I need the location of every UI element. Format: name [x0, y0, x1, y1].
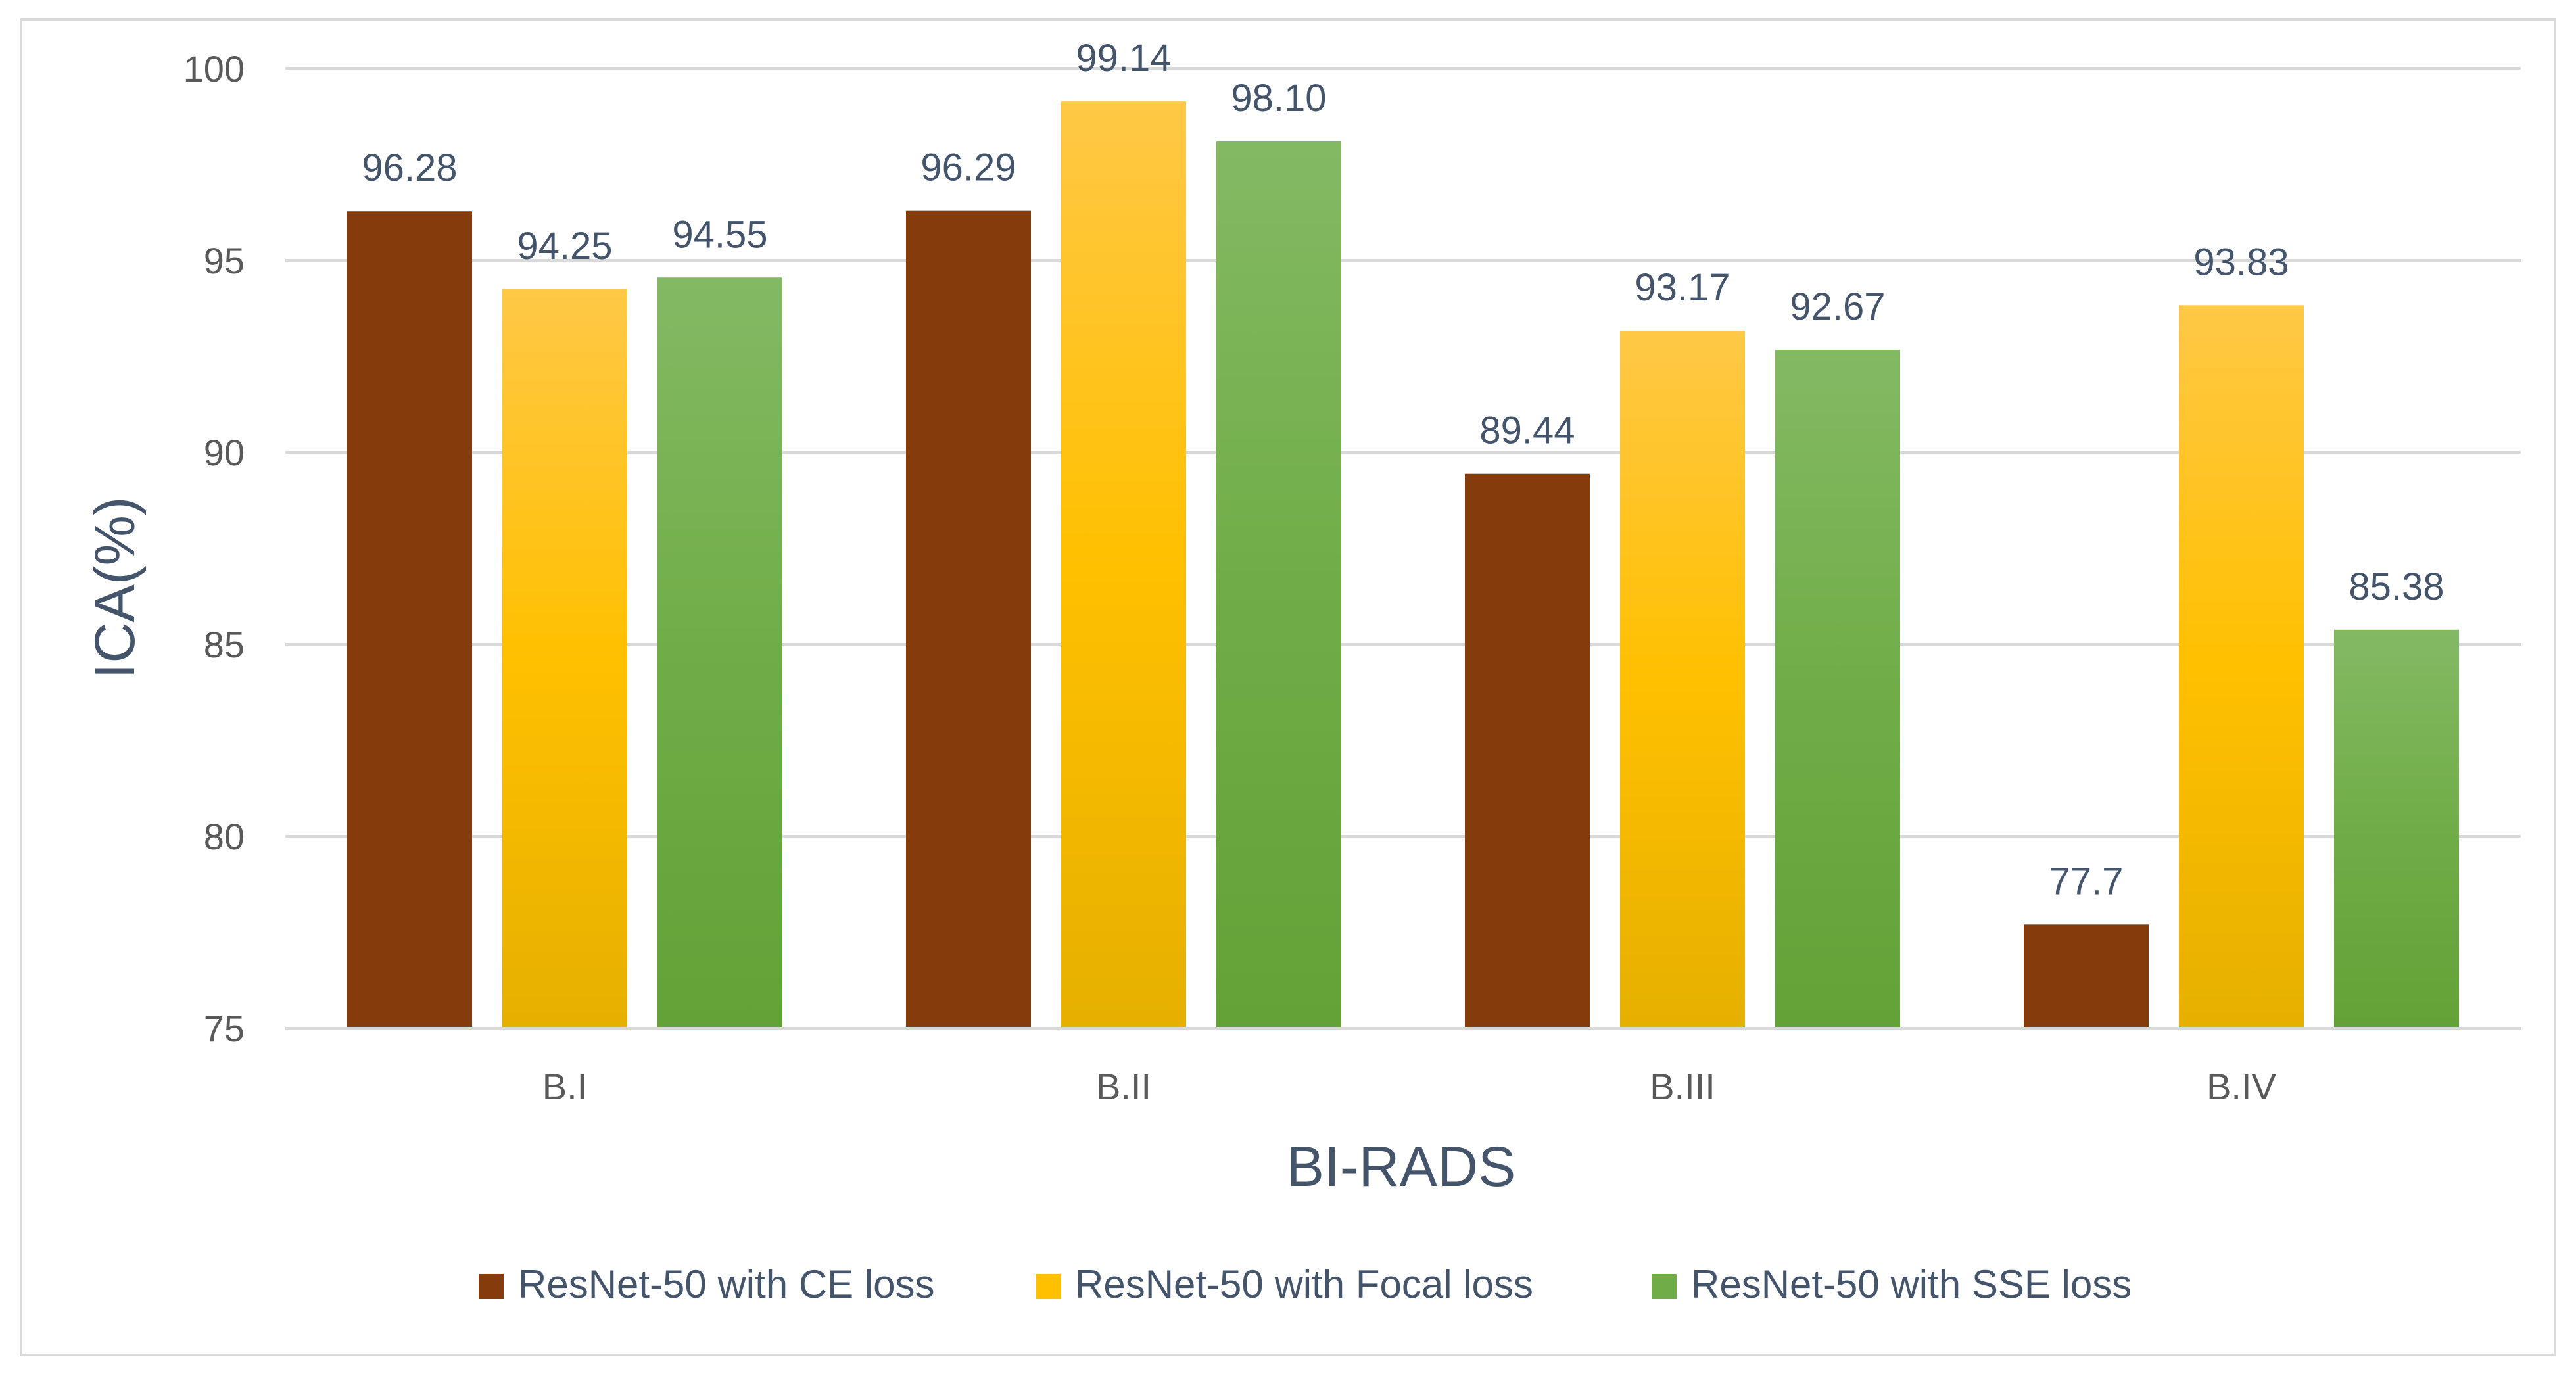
data-label-B.IV-series-3: 85.38 — [2349, 565, 2444, 608]
x-tick-label-B.II: B.II — [1096, 1066, 1151, 1107]
bar-B.I-series-2 — [502, 289, 627, 1028]
legend-label-2: ResNet-50 with Focal loss — [1075, 1262, 1533, 1306]
y-tick-label-75: 75 — [204, 1008, 245, 1049]
y-axis-title: ICA(%) — [83, 496, 147, 678]
legend: ResNet-50 with CE loss ResNet-50 with Foc… — [479, 1262, 2132, 1306]
y-tick-label-85: 85 — [204, 624, 245, 665]
data-labels: 96.28 94.25 94.55 96.29 99.14 98.10 89.44 93.17… — [362, 37, 2444, 903]
x-axis-title: BI-RADS — [1287, 1135, 1516, 1198]
y-tick-label-95: 95 — [204, 240, 245, 281]
data-label-B.III-series-1: 89.44 — [1479, 410, 1575, 452]
chart-frame: 96.28 94.25 94.55 96.29 99.14 98.10 89.44 93.17… — [20, 18, 2556, 1356]
legend-swatch-3 — [1652, 1274, 1677, 1299]
data-label-B.II-series-2: 99.14 — [1076, 37, 1171, 80]
data-label-B.I-series-3: 94.55 — [672, 213, 767, 256]
data-label-B.I-series-2: 94.25 — [517, 225, 612, 268]
bar-chart: 96.28 94.25 94.55 96.29 99.14 98.10 89.44 93.17… — [83, 37, 2521, 1306]
data-label-B.III-series-3: 92.67 — [1790, 285, 1885, 328]
bar-B.II-series-1 — [906, 210, 1031, 1028]
legend-item-1: ResNet-50 with CE loss — [479, 1262, 935, 1306]
x-tick-label-B.IV: B.IV — [2206, 1066, 2276, 1107]
y-tick-label-80: 80 — [204, 816, 245, 857]
bar-B.IV-series-2 — [2179, 305, 2304, 1028]
data-label-B.I-series-1: 96.28 — [362, 147, 457, 189]
data-label-B.IV-series-1: 77.7 — [2049, 860, 2124, 903]
x-tick-label-B.I: B.I — [542, 1066, 587, 1107]
bar-B.III-series-2 — [1620, 330, 1745, 1028]
data-label-B.III-series-2: 93.17 — [1634, 266, 1730, 309]
bar-B.I-series-3 — [657, 277, 782, 1028]
legend-label-1: ResNet-50 with CE loss — [518, 1262, 935, 1306]
bar-B.III-series-1 — [1465, 473, 1590, 1028]
bar-B.III-series-3 — [1775, 350, 1900, 1028]
legend-item-3: ResNet-50 with SSE loss — [1652, 1262, 2132, 1306]
bar-B.IV-series-1 — [2024, 924, 2149, 1028]
legend-swatch-2 — [1036, 1274, 1061, 1299]
y-tick-label-90: 90 — [204, 432, 245, 473]
x-tick-label-B.III: B.III — [1650, 1066, 1715, 1107]
data-label-B.II-series-3: 98.10 — [1231, 77, 1326, 120]
legend-swatch-1 — [479, 1274, 504, 1299]
axes: 75 80 85 90 95 100 B.I B.II B.III B.IV — [183, 48, 2521, 1107]
data-label-B.IV-series-2: 93.83 — [2193, 241, 2289, 283]
bar-B.IV-series-3 — [2334, 629, 2459, 1028]
legend-item-2: ResNet-50 with Focal loss — [1036, 1262, 1533, 1306]
y-tick-label-100: 100 — [183, 48, 245, 89]
legend-label-3: ResNet-50 with SSE loss — [1691, 1262, 2132, 1306]
data-label-B.II-series-1: 96.29 — [920, 147, 1016, 189]
bar-B.II-series-3 — [1216, 141, 1341, 1029]
bar-B.I-series-1 — [347, 211, 472, 1028]
bar-B.II-series-2 — [1061, 101, 1186, 1028]
bars — [347, 101, 2459, 1029]
